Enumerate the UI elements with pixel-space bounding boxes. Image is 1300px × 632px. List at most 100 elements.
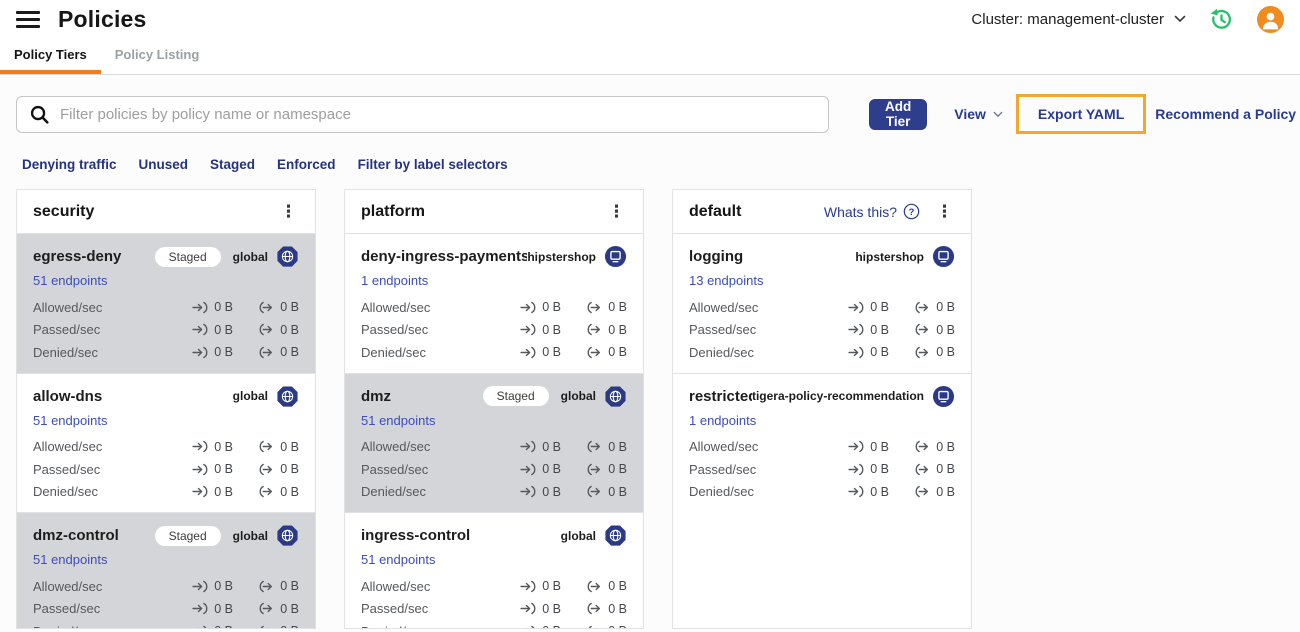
stat-value-in: 0 B <box>542 484 561 499</box>
tab-policy-tiers[interactable]: Policy Tiers <box>0 38 101 74</box>
view-dropdown[interactable]: View <box>954 106 1003 122</box>
policy-scope-label: hipstershop <box>527 249 596 264</box>
policy-card[interactable]: egress-deny Staged global 51 endpoints A… <box>17 234 315 373</box>
stat-row-passed: Passed/sec 0 B 0 B <box>361 598 627 621</box>
egress-stat: 0 B <box>247 440 299 454</box>
tier-menu-kebab-icon[interactable]: ⋮ <box>280 202 297 221</box>
topbar-right: Cluster: management-cluster <box>971 5 1284 33</box>
policy-name: allow-dns <box>33 387 103 405</box>
egress-stat: 0 B <box>903 462 955 476</box>
policy-card[interactable]: dmz-control Staged global 51 endpoints A… <box>17 512 315 628</box>
tier-menu-kebab-icon[interactable]: ⋮ <box>936 202 953 221</box>
endpoints-link[interactable]: 51 endpoints <box>33 412 108 428</box>
user-avatar[interactable] <box>1257 5 1284 33</box>
stat-label: Allowed/sec <box>33 439 103 455</box>
filter-denying-traffic[interactable]: Denying traffic <box>22 157 117 172</box>
hamburger-menu-icon[interactable] <box>16 7 40 32</box>
stat-label: Passed/sec <box>689 322 757 338</box>
stat-value-out: 0 B <box>608 484 627 499</box>
stat-value-out: 0 B <box>608 322 627 337</box>
egress-arrow-icon <box>587 603 601 615</box>
history-button[interactable] <box>1208 6 1235 33</box>
egress-stat: 0 B <box>575 485 627 499</box>
ingress-arrow-icon <box>520 346 536 358</box>
egress-arrow-icon <box>587 463 601 475</box>
tab-policy-listing[interactable]: Policy Listing <box>101 38 214 74</box>
ingress-arrow-icon <box>192 486 208 498</box>
stat-value-out: 0 B <box>936 462 955 477</box>
stat-value-in: 0 B <box>542 462 561 477</box>
view-dropdown-label: View <box>954 106 986 122</box>
cluster-selector[interactable]: Cluster: management-cluster <box>971 11 1186 28</box>
endpoints-link[interactable]: 51 endpoints <box>33 552 108 567</box>
tier-help-label: Whats this? <box>823 203 897 220</box>
stat-row-passed: Passed/sec 0 B 0 B <box>361 319 627 342</box>
policy-name: restricted <box>689 387 752 405</box>
filter-unused[interactable]: Unused <box>138 157 189 172</box>
endpoints-link[interactable]: 1 endpoints <box>361 273 429 288</box>
stat-row-allowed: Allowed/sec 0 B 0 B <box>33 436 299 459</box>
policy-name: dmz <box>361 387 391 405</box>
ingress-stat: 0 B <box>509 440 561 454</box>
stat-value-in: 0 B <box>870 345 889 360</box>
add-tier-button[interactable]: Add Tier <box>869 98 928 130</box>
ingress-arrow-icon <box>526 625 535 628</box>
stat-label: Denied/sec <box>361 624 495 628</box>
endpoints-link[interactable]: 51 endpoints <box>33 273 108 288</box>
ingress-stat: 0 B <box>837 440 889 454</box>
stat-value-out: 0 B <box>280 345 299 360</box>
ingress-arrow-icon <box>520 463 536 475</box>
filter-enforced[interactable]: Enforced <box>277 157 336 172</box>
policy-list: egress-deny Staged global 51 endpoints A… <box>17 234 315 628</box>
stat-value-in: 0 B <box>542 624 561 628</box>
ingress-stat: 0 B <box>509 462 561 476</box>
stat-value-out: 0 B <box>936 322 955 337</box>
stat-value-in: 0 B <box>214 624 233 628</box>
stat-value-out: 0 B <box>608 462 627 477</box>
policy-stats: Allowed/sec 0 B 0 B Passed/sec 0 B <box>361 575 627 628</box>
ingress-arrow-icon <box>520 486 536 498</box>
stat-label: Passed/sec <box>361 601 429 617</box>
tier-header: security ⋮ <box>17 190 315 234</box>
endpoints-link[interactable]: 1 endpoints <box>689 412 757 428</box>
stat-value-out: 0 B <box>608 345 627 360</box>
namespace-scope-icon <box>604 245 627 268</box>
policy-name: egress-deny <box>33 248 122 265</box>
policy-filter-input[interactable] <box>60 105 816 123</box>
stat-value-in: 0 B <box>542 579 561 594</box>
policy-card[interactable]: allow-dns global 51 endpoints Allowed/se… <box>17 372 315 512</box>
policy-card[interactable]: logging hipstershop 13 endpoints Allowed… <box>673 234 971 373</box>
policy-stats: Allowed/sec 0 B 0 B Passed/sec 0 B <box>689 436 955 504</box>
policy-card[interactable]: ingress-control global 51 endpoints Allo… <box>345 512 643 628</box>
egress-arrow-icon <box>587 580 601 592</box>
policy-card[interactable]: dmz Staged global 51 endpoints Allowed/s… <box>345 372 643 512</box>
policy-name: logging <box>689 248 744 265</box>
ingress-arrow-icon <box>192 603 208 615</box>
endpoints-link[interactable]: 51 endpoints <box>361 552 436 567</box>
endpoints-link[interactable]: 51 endpoints <box>361 412 436 428</box>
tier-menu-kebab-icon[interactable]: ⋮ <box>608 202 625 221</box>
ingress-stat: 0 B <box>837 345 889 359</box>
policy-scope-label: global <box>560 389 596 403</box>
ingress-stat: 0 B <box>509 624 561 628</box>
policy-stats: Allowed/sec 0 B 0 B Passed/sec 0 B <box>361 296 627 364</box>
export-yaml-button[interactable]: Export YAML <box>1037 106 1125 122</box>
stat-value-out: 0 B <box>280 462 299 477</box>
policy-card[interactable]: restricted tigera-policy-recommendation … <box>673 372 971 512</box>
tier-header: platform ⋮ <box>345 190 643 234</box>
endpoints-link[interactable]: 13 endpoints <box>689 273 764 288</box>
stat-label: Denied/sec <box>361 344 427 360</box>
tier-help-link[interactable]: Whats this? ? <box>824 203 920 220</box>
egress-arrow-icon <box>587 301 601 313</box>
filter-by-label-selectors[interactable]: Filter by label selectors <box>357 157 508 172</box>
policy-card[interactable]: deny-ingress-paymentservi... hipstershop… <box>345 234 643 373</box>
ingress-stat: 0 B <box>181 323 233 337</box>
filter-staged[interactable]: Staged <box>210 157 256 172</box>
global-scope-icon <box>276 385 299 408</box>
recommend-policy-button[interactable]: Recommend a Policy <box>1155 106 1297 122</box>
tab-policy-tiers-label: Policy Tiers <box>14 46 87 62</box>
stat-value-out: 0 B <box>280 439 299 454</box>
policy-scope-label: tigera-policy-recommendation <box>751 389 924 403</box>
stat-value-in: 0 B <box>214 462 233 477</box>
stat-value-out: 0 B <box>280 484 299 499</box>
